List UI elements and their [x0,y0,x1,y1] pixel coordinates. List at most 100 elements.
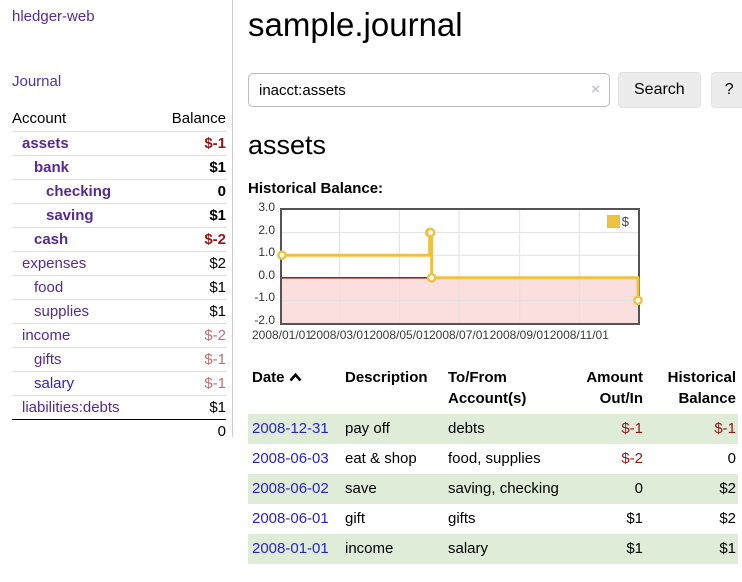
account-link[interactable]: saving [46,207,94,224]
x-axis-tick-label: 2008/09/01 [489,328,550,342]
date-header-label: Date [252,369,285,386]
account-link[interactable]: salary [34,375,75,392]
search-button[interactable]: Search [618,72,701,108]
account-link[interactable]: expenses [22,255,87,272]
account-row: checking 0 [12,179,226,204]
historical-balance-chart: 3.0 2.0 1.0 0.0 -1.0 -2.0 $ 2008/01/01 2008/03… [248,200,718,348]
account-total-row: 0 [12,419,226,443]
account-link[interactable]: food [34,279,64,296]
account-row: income $-2 [12,323,226,348]
transaction-accounts: food, supplies [448,450,541,467]
account-row: food $1 [12,275,226,300]
transaction-date-link[interactable]: 2008-06-03 [252,450,329,467]
account-row: supplies $1 [12,299,226,324]
account-balance: $1 [154,203,226,228]
table-row: 2008-12-31 pay off debts $-1 $-1 [248,414,738,444]
page-title: sample.journal [248,6,463,43]
transaction-description: pay off [345,414,448,444]
sidebar: hledger-web Journal Account Balance asse… [0,0,233,443]
transaction-balance: $2 [645,474,738,504]
account-balance: $1 [154,155,226,180]
x-axis-tick-label: 2008/03/01 [309,328,370,342]
table-row: 2008-06-01 gift gifts $1 $2 [248,504,738,534]
account-link[interactable]: liabilities:debts [22,399,120,416]
account-balance: $-1 [154,131,226,156]
account-link[interactable]: checking [46,183,112,200]
account-balance: $1 [154,395,226,420]
table-row: 2008-01-01 income salary $1 $1 [248,534,738,564]
y-axis-tick-label: 0.0 [258,267,275,282]
account-link[interactable]: bank [34,159,70,176]
app-title-link[interactable]: hledger-web [12,8,95,25]
account-column-header: Account [12,110,67,127]
search-input[interactable] [248,73,610,107]
balance-column-header: Balance [171,110,226,127]
account-balance: $-1 [154,347,226,372]
transaction-date-link[interactable]: 2008-01-01 [252,540,329,557]
clear-search-icon[interactable]: × [591,81,600,98]
x-axis-tick-label: 2008/11/01 [549,328,609,342]
account-balance: $1 [154,275,226,300]
transaction-amount: 0 [568,474,645,504]
account-row: expenses $2 [12,251,226,276]
y-axis-tick-label: 3.0 [258,200,275,214]
legend-swatch-icon [606,215,620,228]
description-column-header: Description [345,369,428,386]
transaction-balance: $-1 [645,414,738,444]
table-row: 2008-06-03 eat & shop food, supplies $-2 0 [248,444,738,474]
transaction-accounts: salary [448,534,568,564]
date-column-header[interactable]: Date [248,364,345,414]
chart-title: Historical Balance: [248,180,384,197]
transaction-balance: $1 [645,534,738,564]
x-axis-tick-label: 2008/07/01 [428,328,490,342]
transaction-description: eat & shop [345,450,417,467]
account-row: liabilities:debts $1 [12,395,226,420]
transaction-description: gift [345,510,366,527]
transaction-balance: $2 [719,510,736,527]
account-heading: assets [248,130,327,160]
balance-column-header-register: Historical Balance [667,369,736,407]
transaction-description: income [345,534,448,564]
account-row: salary $-1 [12,371,226,396]
account-balance: $-2 [154,227,226,252]
accounts-column-header: To/From Account(s) [448,369,527,407]
account-link[interactable]: income [22,327,71,344]
account-table-header: Account Balance [12,107,226,132]
amount-column-header: Amount Out/In [586,369,643,407]
chart-legend: $ [606,214,629,229]
y-axis-tick-label: -2.0 [254,313,275,327]
register-rows: 2008-12-31 pay off debts $-1 $-1 2008-06-03 ea… [248,414,738,564]
main-content: sample.journal × Search ? assets Histori… [248,0,742,564]
account-link[interactable]: assets [22,135,69,152]
transaction-date-link[interactable]: 2008-06-02 [252,480,329,497]
transaction-date-link[interactable]: 2008-06-01 [252,510,329,527]
register-table: Date Description To/From Account(s) Amou… [248,364,738,564]
y-axis-tick-label: 1.0 [258,245,275,260]
account-row: assets $-1 [12,131,226,156]
account-row: saving $1 [12,203,226,228]
transaction-amount: $-1 [568,414,645,444]
y-axis-tick-label: 2.0 [258,222,275,237]
account-link[interactable]: supplies [34,303,90,320]
transaction-date-link[interactable]: 2008-12-31 [252,420,329,437]
account-balance: 0 [154,179,226,204]
transaction-balance: 0 [727,450,736,467]
account-balance-table: Account Balance assets $-1 bank $1 checking 0… [12,107,226,443]
help-button[interactable]: ? [710,72,742,108]
y-axis-tick-label: -1.0 [254,290,275,305]
account-link[interactable]: gifts [34,351,62,368]
transaction-accounts: gifts [448,510,476,527]
total-balance: 0 [154,419,226,443]
transaction-description: save [345,474,448,504]
account-row: bank $1 [12,155,226,180]
transaction-amount: $1 [568,534,645,564]
account-link[interactable]: cash [34,231,69,248]
account-balance: $-1 [154,371,226,396]
search-field-wrap: × [248,73,610,107]
transaction-accounts: debts [448,414,568,444]
sidebar-item-journal[interactable]: Journal [12,73,62,90]
account-row: gifts $-1 [12,347,226,372]
register-header-row: Date Description To/From Account(s) Amou… [248,364,738,414]
chart-plot-area: $ [277,208,643,325]
transaction-amount: $-2 [621,450,643,467]
